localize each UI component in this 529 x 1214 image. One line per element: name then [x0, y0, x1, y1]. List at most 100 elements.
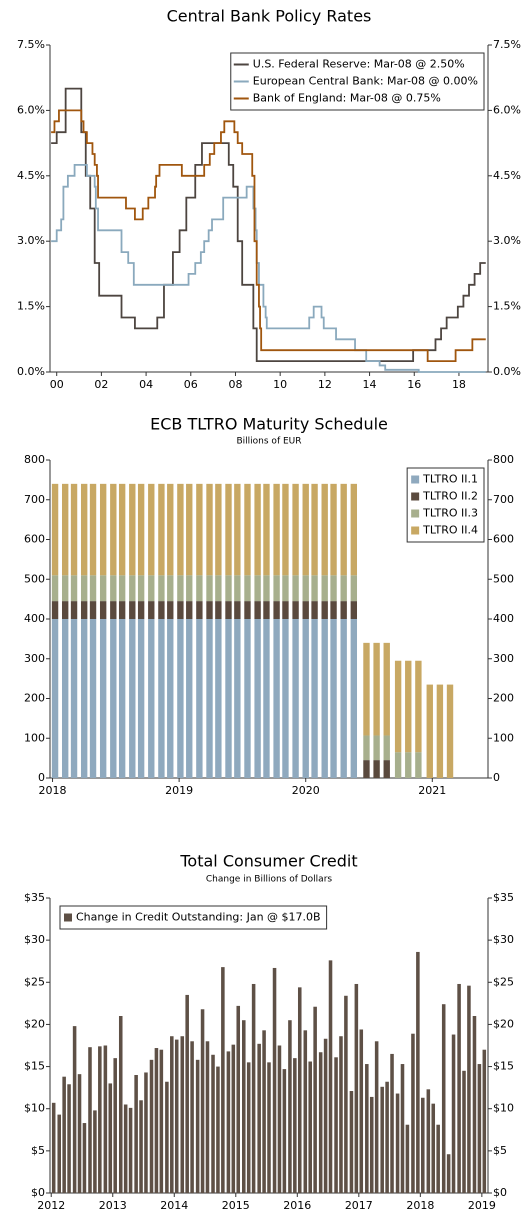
y-tick-label: 800 — [24, 453, 45, 466]
bar-segment — [99, 483, 107, 576]
y-tick-label: $25 — [24, 975, 45, 988]
bar-segment — [257, 1043, 261, 1193]
bar-segment — [363, 735, 370, 761]
x-tick-label: 12 — [318, 378, 332, 391]
legend-label: TLTRO II.3 — [422, 507, 478, 520]
y-tick-label: 0 — [38, 771, 45, 784]
bar-segment — [177, 619, 184, 778]
bar-segment — [51, 483, 59, 576]
x-tick-label: 2014 — [160, 1199, 188, 1212]
legend-swatch — [411, 475, 420, 484]
y-tick-label: 1.5% — [17, 300, 45, 313]
bar-segment — [137, 575, 145, 602]
x-tick-label: 04 — [139, 378, 153, 391]
bar-segment — [206, 483, 213, 576]
bar-segment — [129, 601, 136, 619]
bar-segment — [411, 1033, 415, 1193]
bar-segment — [174, 1039, 179, 1193]
bar-segment — [51, 575, 59, 602]
bar-segment — [263, 619, 270, 778]
bar-segment — [340, 619, 347, 778]
bar-segment — [446, 1154, 451, 1193]
bar-segment — [369, 1096, 374, 1193]
bar-segment — [231, 1044, 236, 1193]
bar-segment — [185, 994, 189, 1193]
bar-segment — [330, 601, 337, 619]
bar-segment — [405, 1124, 410, 1193]
bar-segment — [226, 1051, 231, 1193]
legend-box — [59, 905, 328, 930]
y2-tick-label: $15 — [493, 1060, 514, 1073]
x-tick-label: 18 — [452, 378, 466, 391]
bar-segment — [263, 601, 270, 619]
bar-segment — [400, 1064, 405, 1193]
bar-segment — [205, 1041, 210, 1193]
bar-segment — [110, 575, 117, 602]
y2-tick-label: 600 — [493, 533, 514, 546]
bar-segment — [321, 601, 328, 619]
bar-segment — [89, 575, 97, 602]
bar-segment — [206, 619, 213, 778]
y2-tick-label: $35 — [493, 891, 514, 904]
bar-segment — [234, 601, 241, 619]
bar-segment — [215, 483, 222, 576]
chart-title: Central Bank Policy Rates — [167, 7, 372, 26]
bar-segment — [62, 1076, 66, 1193]
bar-segment — [244, 601, 251, 619]
bar-segment — [472, 1016, 477, 1193]
bar-segment — [262, 1030, 266, 1193]
x-tick-label: 10 — [273, 378, 287, 391]
y2-tick-label: 1.5% — [493, 300, 521, 313]
bar-segment — [318, 1052, 323, 1193]
series-line — [51, 164, 486, 373]
legend-box — [406, 467, 485, 543]
bar-segment — [70, 575, 78, 602]
bar-segment — [292, 483, 299, 576]
y2-tick-label: 300 — [493, 652, 514, 665]
bar-segment — [395, 1093, 400, 1193]
bar-segment — [215, 575, 222, 602]
series-line — [51, 109, 486, 362]
bar-segment — [129, 575, 136, 602]
bar-segment — [390, 1053, 394, 1193]
bar-segment — [70, 601, 78, 619]
bar-segment — [350, 575, 358, 602]
bar-segment — [148, 601, 155, 619]
bar-segment — [244, 619, 251, 778]
bar-segment — [311, 575, 318, 602]
bar-segment — [118, 601, 126, 619]
legend-swatch — [411, 492, 420, 501]
y-tick-label: $30 — [24, 933, 45, 946]
y-tick-label: $10 — [24, 1102, 45, 1115]
bar-segment — [426, 1089, 431, 1193]
bar-segment — [110, 601, 117, 619]
bar-segment — [167, 619, 174, 778]
bar-segment — [330, 483, 337, 576]
bar-segment — [134, 1075, 138, 1193]
bar-segment — [129, 619, 136, 778]
bar-segment — [196, 601, 203, 619]
bar-segment — [89, 483, 97, 576]
bar-segment — [273, 601, 280, 619]
bar-segment — [186, 601, 193, 619]
bar-segment — [282, 575, 289, 602]
x-tick-label: 2018 — [406, 1199, 434, 1212]
bar-segment — [103, 1045, 108, 1193]
bar-segment — [225, 575, 232, 602]
bar-segment — [441, 1004, 446, 1193]
bar-segment — [118, 1016, 123, 1193]
bar-segment — [99, 575, 107, 602]
bar-segment — [190, 1041, 194, 1193]
bar-segment — [123, 1104, 128, 1193]
bar-segment — [167, 601, 174, 619]
legend-label: Bank of England: Mar-08 @ 0.75% — [253, 92, 441, 105]
bar-segment — [273, 483, 280, 576]
bar-segment — [88, 1047, 92, 1193]
bar-segment — [254, 575, 261, 602]
bar-segment — [167, 483, 174, 576]
bar-segment — [234, 575, 241, 602]
bar-segment — [373, 642, 380, 736]
bar-segment — [311, 601, 318, 619]
legend-swatch — [411, 509, 420, 518]
bar-segment — [186, 575, 193, 602]
